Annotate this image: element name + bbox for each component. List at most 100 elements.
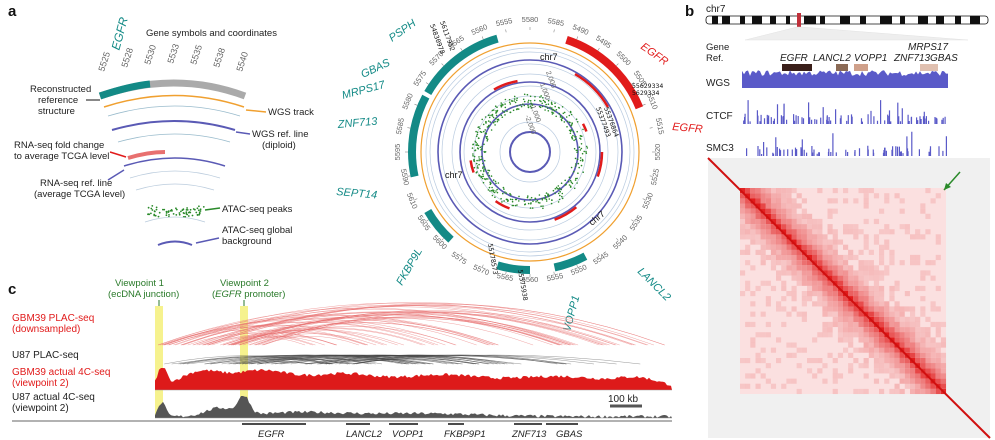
hic-cell	[837, 321, 844, 328]
legend-wgs-track: WGS track	[268, 107, 314, 118]
hic-cell	[858, 229, 864, 235]
hic-cell	[755, 358, 761, 364]
circos-atac-dot	[554, 192, 556, 195]
hic-cell	[899, 208, 905, 214]
hic-cell	[827, 311, 833, 317]
hic-cell	[920, 270, 926, 276]
hic-cell	[848, 249, 854, 255]
hic-cell	[889, 373, 895, 379]
hic-cell	[837, 332, 844, 338]
circos-coord-label: 5495	[594, 33, 613, 50]
circos-atac-dot	[506, 110, 508, 112]
hic-cell	[889, 254, 895, 261]
hic-cell	[776, 301, 782, 307]
hic-cell	[930, 368, 936, 374]
hic-cell	[750, 198, 756, 204]
hic-cell	[837, 291, 844, 297]
hic-cell	[776, 239, 782, 245]
hic-cell	[884, 270, 890, 276]
hic-cell	[853, 316, 859, 322]
hic-cell	[858, 332, 864, 338]
circos-atac-dot	[494, 105, 497, 107]
circos-atac-dot	[483, 165, 486, 168]
atac-peak-dot	[163, 208, 166, 211]
hic-cell	[848, 291, 854, 297]
hic-cell	[904, 368, 910, 374]
circos-atac-dot	[573, 187, 576, 190]
hic-cell	[781, 234, 787, 240]
hic-cell	[884, 352, 890, 358]
legend-rna-fold-1: RNA-seq fold change	[14, 140, 104, 151]
hic-cell	[894, 337, 900, 343]
atac-peak-dot	[181, 209, 184, 212]
circos-atac-dot	[501, 116, 504, 118]
circos-coord-label: 5490	[571, 22, 590, 37]
hic-cell	[791, 234, 797, 240]
hic-cell	[873, 270, 880, 276]
atac-peak-dot	[175, 214, 178, 216]
hic-cell	[832, 311, 838, 317]
hic-cell	[807, 239, 813, 245]
circos-atac-dot	[492, 116, 495, 119]
circos-atac-dot	[502, 192, 504, 195]
hic-cell	[904, 321, 910, 328]
hic-cell	[807, 368, 813, 374]
hic-cell	[817, 301, 823, 307]
circos-atac-dot	[482, 162, 484, 165]
hic-cell	[915, 342, 921, 348]
circos-atac-dot	[509, 111, 512, 114]
hic-cell	[925, 347, 931, 353]
hic-cell	[868, 296, 874, 302]
circos-atac-dot	[496, 109, 499, 112]
hic-cell	[781, 224, 787, 230]
circos-atac-dot	[561, 192, 564, 195]
circos-atac-dot	[475, 162, 478, 165]
hic-cell	[837, 270, 844, 276]
circos-atac-dot	[475, 135, 478, 137]
hic-cell	[858, 249, 864, 255]
hic-cell	[899, 337, 905, 343]
hic-cell	[791, 249, 797, 255]
circos-atac-dot	[548, 198, 551, 200]
hic-cell	[884, 229, 890, 235]
hic-cell	[853, 285, 859, 292]
hic-cell	[920, 347, 926, 353]
circos-atac-dot	[494, 124, 496, 126]
gene-track: EGFR LANCL2 VOPP1 FKBP9P1 ZNF713 GBAS	[242, 423, 583, 440]
hic-cell	[884, 316, 890, 322]
b-signal-tracks	[742, 70, 948, 156]
atac-peak-dot	[196, 214, 199, 216]
gbm39-plac-arc	[239, 328, 423, 346]
circos-atac-dot	[484, 132, 487, 134]
hic-cell	[755, 203, 761, 209]
hic-cell	[868, 347, 874, 353]
hic-cell	[791, 229, 797, 235]
hic-cell	[915, 352, 921, 358]
hic-cell	[879, 321, 885, 328]
circos-atac-dot	[566, 126, 568, 128]
ideogram-band	[740, 16, 745, 24]
hic-cell	[868, 249, 874, 255]
hic-cell	[925, 337, 931, 343]
circos-atac-dot	[581, 160, 584, 162]
circos-atac-dot	[477, 144, 480, 147]
hic-cell	[868, 306, 874, 312]
hic-cell	[858, 270, 864, 276]
hic-cell	[776, 254, 782, 261]
circos-atac-dot	[579, 159, 582, 162]
hic-cell	[750, 203, 756, 209]
legend-rna-fold-2: to average TCGA level	[14, 151, 109, 162]
atac-peak-dot	[155, 208, 158, 211]
circos-atac-dot	[529, 198, 531, 201]
circos-atac-dot	[570, 166, 573, 169]
circos-atac-dot	[524, 203, 527, 205]
circos-atac-dot	[488, 116, 491, 119]
hic-cell	[812, 373, 818, 379]
atac-peak-dot	[150, 212, 152, 215]
circos-tick	[407, 175, 411, 177]
hic-cell	[879, 260, 885, 266]
gene-label: FKBP9P1	[444, 429, 486, 440]
hic-cell	[935, 332, 941, 338]
circos-gene-label: SEPT14	[336, 186, 378, 202]
circos-coord-label: 5515	[654, 117, 666, 135]
